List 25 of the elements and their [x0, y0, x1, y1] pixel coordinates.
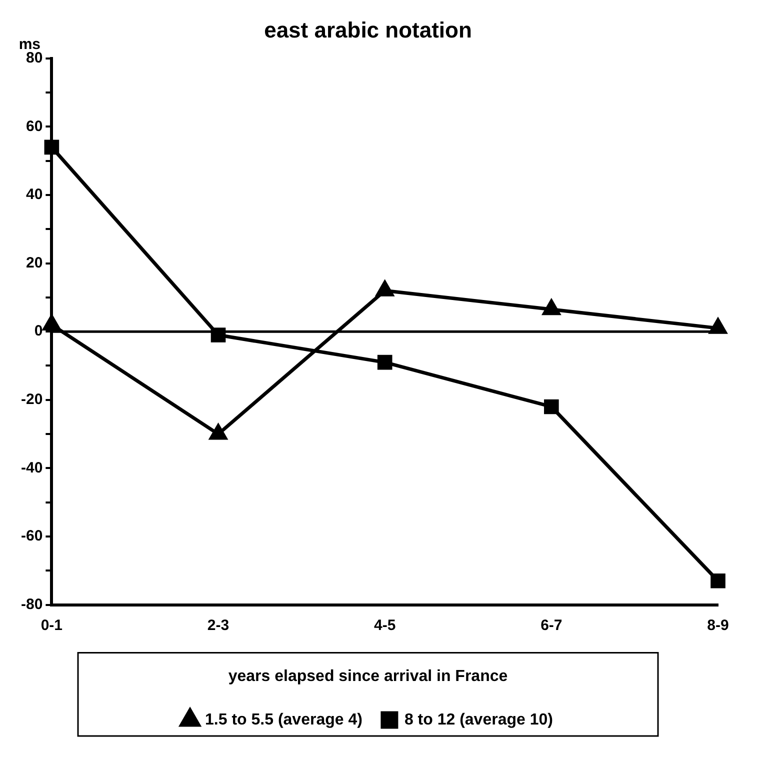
point	[709, 318, 727, 334]
point	[377, 354, 392, 370]
x-tick-label: 8-9	[707, 616, 729, 634]
chart-title: east arabic notation	[264, 17, 472, 42]
legend-title: years elapsed since arrival in France	[228, 668, 508, 686]
point	[542, 300, 560, 316]
y-tick-label: 0	[34, 322, 43, 340]
point	[43, 315, 60, 331]
x-tick-label: 2-3	[207, 616, 230, 634]
point	[544, 399, 559, 414]
x-tick-label: 4-5	[374, 616, 396, 634]
point	[376, 280, 394, 296]
legend-label: 8 to 12 (average 10)	[404, 711, 553, 728]
y-tick-label: 20	[26, 254, 43, 272]
y-tick-label: -80	[20, 596, 43, 613]
x-tick-label: 6-7	[540, 616, 562, 634]
point	[210, 424, 227, 440]
legend-label: 1.5 to 5.5 (average 4)	[205, 711, 362, 728]
x-tick-label: 0-1	[40, 616, 63, 634]
y-tick-label: 40	[26, 186, 43, 204]
y-tick-label: -40	[20, 459, 43, 476]
point	[710, 573, 726, 588]
y-tick-label: 60	[26, 118, 43, 135]
y-tick-label: -20	[20, 391, 43, 408]
y-tick-label: -60	[20, 528, 43, 545]
